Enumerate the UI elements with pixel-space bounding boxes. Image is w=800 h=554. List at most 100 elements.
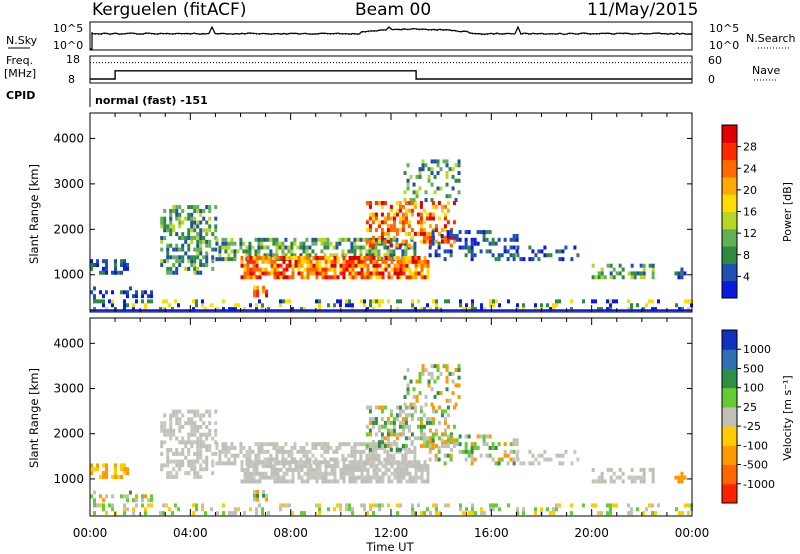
- power-cell: [297, 255, 301, 260]
- velocity-cell: [434, 457, 438, 462]
- velocity-cell: [275, 442, 279, 447]
- power-cell: [105, 259, 108, 264]
- power-cell: [242, 241, 246, 246]
- velocity-cell: [408, 464, 412, 469]
- velocity-cell: [353, 453, 357, 458]
- velocity-cell: [437, 449, 441, 454]
- power-cell: [169, 228, 173, 233]
- power-cell: [353, 253, 357, 258]
- power-cell: [123, 299, 126, 304]
- power-cell: [651, 275, 655, 280]
- velocity-cell: [339, 471, 343, 476]
- velocity-cell: [351, 475, 355, 480]
- power-cell: [196, 239, 200, 244]
- velocity-cell: [467, 453, 471, 458]
- velocity-cell: [218, 457, 222, 462]
- velocity-cell: [465, 507, 468, 512]
- power-cell: [410, 245, 414, 250]
- velocity-cell: [303, 511, 306, 516]
- velocity-cell: [224, 461, 228, 466]
- power-cell: [630, 263, 634, 268]
- power-cell: [448, 194, 452, 199]
- velocity-cell: [172, 432, 176, 437]
- velocity-cell: [288, 467, 292, 472]
- power-cell: [459, 299, 462, 304]
- velocity-cell: [208, 421, 212, 426]
- nave-tick-bottom: 0: [708, 73, 715, 86]
- power-cell: [306, 275, 310, 280]
- power-cell: [187, 255, 191, 260]
- power-cell: [114, 266, 117, 271]
- power-cell: [214, 228, 218, 233]
- velocity-cell: [386, 417, 390, 422]
- velocity-cell: [196, 424, 200, 429]
- velocity-cell: [123, 503, 126, 508]
- velocity-cell: [262, 489, 266, 494]
- power-cell: [378, 275, 382, 280]
- power-cell: [378, 263, 382, 268]
- velocity-cell: [348, 471, 352, 476]
- power-cell: [408, 259, 412, 264]
- power-cell: [395, 208, 399, 213]
- velocity-cell: [258, 460, 262, 465]
- power-cell: [360, 255, 364, 260]
- velocity-cell: [318, 507, 321, 512]
- power-cell: [451, 174, 455, 179]
- velocity-cell: [549, 457, 553, 462]
- velocity-cell: [405, 464, 409, 469]
- power-cell: [408, 275, 412, 280]
- velocity-cell: [431, 420, 435, 425]
- power-cell: [293, 241, 297, 246]
- power-cell: [651, 307, 654, 312]
- power-cell: [260, 241, 264, 246]
- power-cell: [294, 263, 298, 268]
- velocity-cell: [426, 464, 430, 469]
- velocity-cell: [558, 453, 562, 458]
- power-cell: [445, 174, 449, 179]
- velocity-cell: [312, 471, 316, 476]
- velocity-cell: [683, 475, 687, 480]
- y-tick-label: 3000: [53, 177, 84, 191]
- velocity-cell: [230, 446, 234, 450]
- velocity-cell: [260, 446, 264, 450]
- velocity-cell: [181, 451, 185, 456]
- power-cell: [435, 307, 438, 312]
- velocity-cell: [410, 413, 414, 418]
- power-cell: [218, 245, 222, 250]
- velocity-cell: [366, 479, 370, 484]
- velocity-cell: [443, 428, 447, 433]
- velocity-cell: [305, 442, 309, 447]
- velocity-cell: [462, 511, 465, 516]
- power-cell: [449, 230, 453, 235]
- velocity-cell: [368, 453, 372, 458]
- power-cell: [278, 241, 282, 246]
- velocity-cell: [442, 364, 446, 369]
- velocity-cell: [354, 475, 358, 480]
- power-cell: [290, 241, 294, 246]
- velocity-cell: [378, 479, 382, 484]
- velocity-cell: [311, 453, 315, 458]
- velocity-cell: [435, 507, 438, 512]
- power-cell: [410, 237, 414, 242]
- power-cell: [347, 249, 351, 254]
- velocity-cell: [199, 463, 203, 468]
- velocity-cell: [393, 460, 397, 465]
- power-cell: [333, 275, 337, 280]
- power-cell: [181, 232, 185, 237]
- power-cell: [387, 271, 391, 276]
- power-cell: [398, 243, 402, 248]
- power-cell: [395, 231, 399, 236]
- power-cell: [424, 198, 428, 203]
- power-cell: [314, 241, 318, 246]
- power-cell: [342, 271, 346, 276]
- velocity-cell: [290, 453, 294, 458]
- velocity-cell: [135, 498, 138, 503]
- velocity-cell: [452, 438, 456, 443]
- power-cell: [558, 249, 562, 254]
- power-cell: [193, 266, 197, 271]
- power-cell: [360, 263, 364, 268]
- power-cell: [96, 263, 99, 268]
- colorbar-swatch: [722, 159, 737, 178]
- velocity-cell: [404, 417, 408, 422]
